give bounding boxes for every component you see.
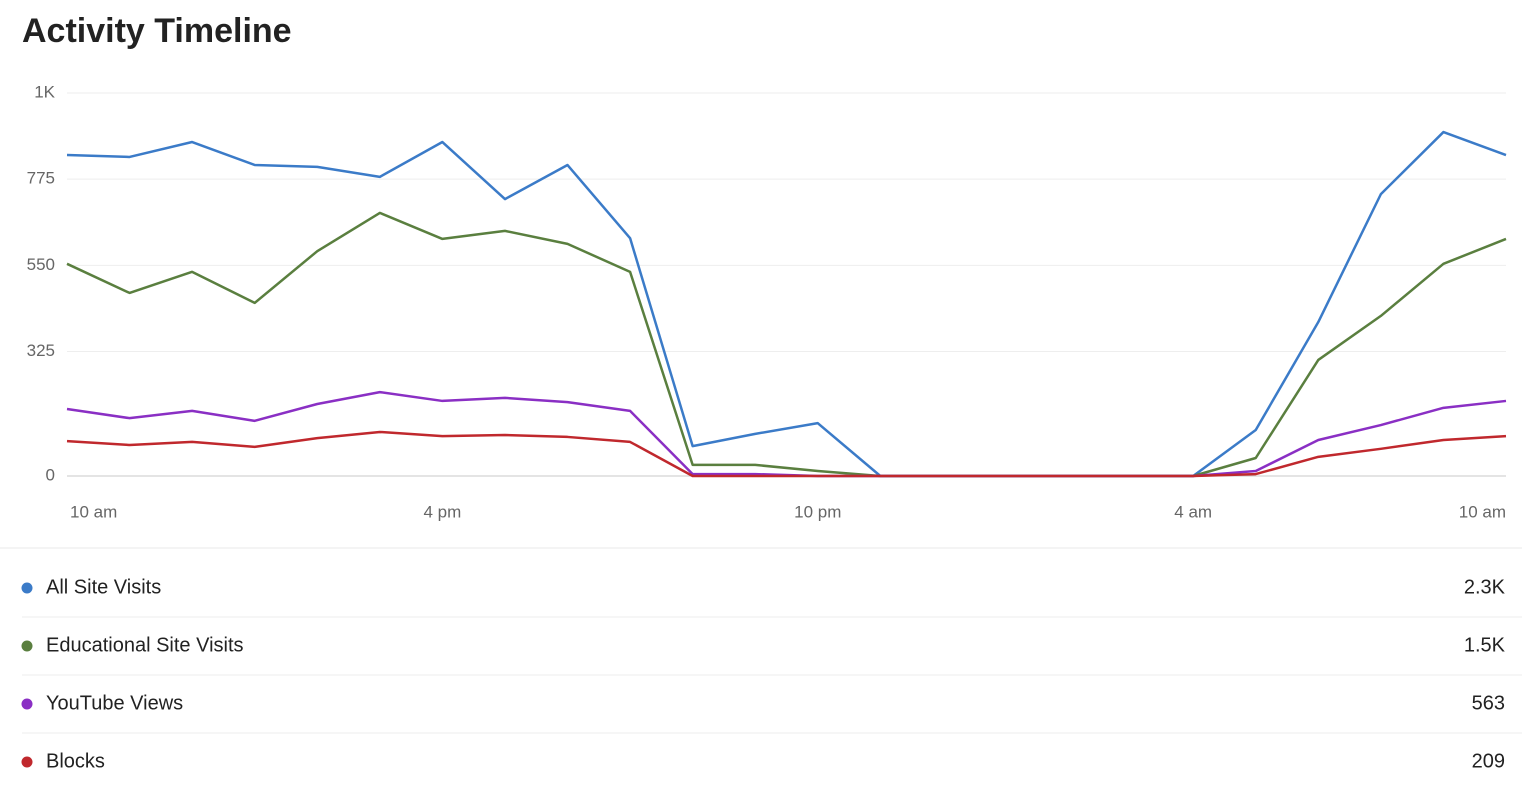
- series-line: [66, 430, 1507, 478]
- legend-total: 209: [1472, 750, 1505, 772]
- series-line: [66, 211, 1507, 478]
- legend-total: 563: [1472, 692, 1505, 714]
- legend-label: Blocks: [46, 750, 105, 772]
- y-tick-label: 1K: [34, 82, 55, 101]
- y-tick-label: 775: [27, 169, 55, 188]
- legend-label: YouTube Views: [46, 692, 183, 714]
- x-tick-label: 4 am: [1174, 502, 1212, 521]
- x-tick-label: 4 pm: [423, 502, 461, 521]
- legend-total: 1.5K: [1464, 634, 1506, 656]
- legend-swatch: [21, 582, 33, 594]
- legend-total: 2.3K: [1464, 576, 1506, 598]
- legend-label: Educational Site Visits: [46, 634, 244, 656]
- x-tick-label: 10 am: [70, 502, 117, 521]
- y-tick-label: 325: [27, 341, 55, 360]
- y-tick-label: 0: [46, 465, 55, 484]
- legend-label: All Site Visits: [46, 576, 161, 598]
- x-tick-label: 10 pm: [794, 502, 841, 521]
- chart-title: Activity Timeline: [22, 12, 292, 50]
- legend-swatch: [21, 756, 33, 768]
- x-tick-label: 10 am: [1459, 502, 1506, 521]
- y-tick-label: 550: [27, 255, 55, 274]
- legend-swatch: [21, 640, 33, 652]
- legend-swatch: [21, 698, 33, 710]
- series-line: [66, 130, 1507, 478]
